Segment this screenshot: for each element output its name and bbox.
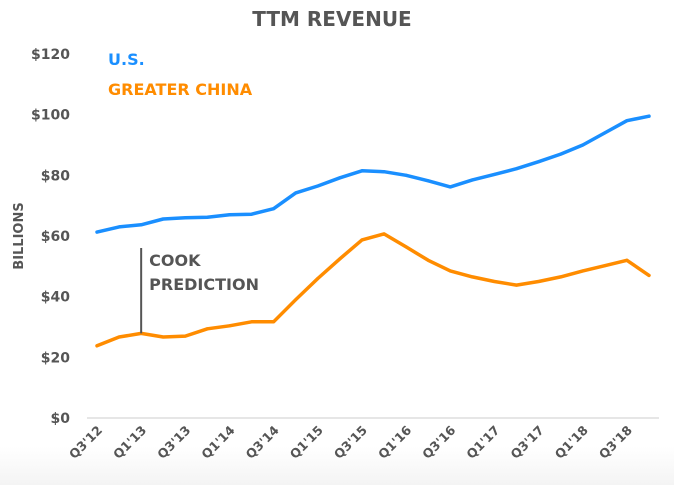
data-point-greater-china bbox=[250, 320, 254, 324]
data-point-greater-china bbox=[360, 238, 364, 242]
data-point-greater-china bbox=[205, 327, 209, 331]
x-tick-label: Q3'13 bbox=[154, 423, 193, 462]
data-point-greater-china bbox=[603, 264, 607, 268]
data-point-us bbox=[95, 230, 99, 234]
data-point-greater-china bbox=[404, 245, 408, 249]
x-tick-label: Q1'18 bbox=[552, 423, 591, 462]
data-point-us bbox=[404, 173, 408, 177]
data-point-greater-china bbox=[581, 269, 585, 273]
data-point-us bbox=[647, 114, 651, 118]
data-point-us bbox=[559, 152, 563, 156]
data-point-us bbox=[228, 213, 231, 217]
series-layer bbox=[95, 114, 651, 348]
data-point-greater-china bbox=[272, 320, 276, 324]
cook-prediction-annotation: COOK PREDICTION bbox=[140, 248, 259, 334]
x-axis-ticks: Q3'12 Q1'13 Q3'13 Q1'14 Q3'14 Q1'15 Q3'15 Q1'16… bbox=[66, 422, 635, 461]
annotation-text-line-2: PREDICTION bbox=[149, 275, 259, 294]
y-tick-label: $20 bbox=[41, 350, 70, 366]
data-point-us bbox=[294, 191, 298, 195]
data-point-us bbox=[382, 170, 386, 174]
data-point-us bbox=[205, 215, 209, 219]
y-axis-ticks: $0 $20 $40 $60 $80 $100 $120 bbox=[31, 47, 70, 427]
data-point-greater-china bbox=[625, 258, 629, 262]
data-point-us bbox=[161, 217, 165, 221]
chart-title: TTM REVENUE bbox=[252, 7, 411, 31]
data-point-us bbox=[448, 185, 452, 189]
y-tick-label: $80 bbox=[41, 168, 70, 184]
y-tick-label: $120 bbox=[31, 47, 70, 63]
x-tick-label: Q3'12 bbox=[66, 423, 105, 462]
data-point-us bbox=[625, 119, 629, 123]
data-point-greater-china bbox=[470, 275, 474, 279]
data-point-greater-china bbox=[647, 273, 651, 277]
data-point-us bbox=[426, 179, 430, 183]
legend-entry-us: U.S. bbox=[108, 50, 145, 69]
data-point-greater-china bbox=[537, 280, 541, 283]
data-point-greater-china bbox=[492, 280, 496, 283]
series-line-greater-china bbox=[95, 232, 651, 348]
data-point-greater-china bbox=[316, 277, 320, 280]
data-point-greater-china bbox=[183, 334, 187, 338]
data-point-greater-china bbox=[515, 283, 518, 287]
data-point-us bbox=[139, 223, 143, 227]
y-tick-label: $100 bbox=[31, 108, 70, 124]
x-tick-label: Q3'14 bbox=[242, 422, 281, 461]
data-point-us bbox=[537, 160, 541, 164]
x-tick-label: Q3'17 bbox=[507, 423, 546, 462]
data-point-us bbox=[338, 176, 342, 180]
data-point-us bbox=[117, 225, 121, 229]
x-tick-label: Q3'18 bbox=[596, 423, 635, 462]
data-point-us bbox=[603, 131, 607, 135]
data-point-greater-china bbox=[382, 232, 386, 236]
data-point-greater-china bbox=[95, 344, 99, 348]
data-point-us bbox=[581, 143, 585, 147]
x-tick-label: Q1'15 bbox=[287, 423, 326, 462]
data-point-greater-china bbox=[448, 269, 452, 273]
x-tick-label: Q1'13 bbox=[110, 423, 149, 462]
x-tick-label: Q1'17 bbox=[463, 423, 502, 462]
data-point-us bbox=[492, 172, 496, 176]
data-point-us bbox=[272, 207, 276, 211]
x-tick-label: Q1'16 bbox=[375, 422, 414, 461]
annotation-text-line-1: COOK bbox=[149, 251, 201, 270]
data-point-greater-china bbox=[161, 335, 165, 339]
legend: U.S. GREATER CHINA bbox=[108, 50, 253, 99]
data-point-us bbox=[316, 184, 320, 188]
data-point-greater-china bbox=[228, 324, 231, 328]
x-tick-label: Q3'15 bbox=[331, 423, 370, 462]
y-tick-label: $0 bbox=[51, 411, 71, 427]
series-line-us bbox=[95, 114, 651, 234]
data-point-greater-china bbox=[559, 275, 563, 279]
x-tick-label: Q1'14 bbox=[198, 422, 237, 461]
data-point-us bbox=[470, 178, 474, 182]
data-point-us bbox=[183, 216, 187, 220]
legend-entry-greater-china: GREATER CHINA bbox=[108, 80, 253, 99]
x-tick-label: Q3'16 bbox=[419, 422, 458, 461]
data-point-us bbox=[515, 167, 518, 171]
data-point-us bbox=[360, 169, 364, 173]
y-tick-label: $40 bbox=[41, 290, 70, 306]
data-point-greater-china bbox=[294, 298, 298, 302]
data-point-greater-china bbox=[117, 335, 121, 339]
y-tick-label: $60 bbox=[41, 229, 70, 245]
y-axis-label: BILLIONS bbox=[12, 202, 27, 269]
data-point-greater-china bbox=[338, 257, 342, 261]
data-point-us bbox=[250, 212, 254, 216]
data-point-greater-china bbox=[426, 258, 430, 262]
